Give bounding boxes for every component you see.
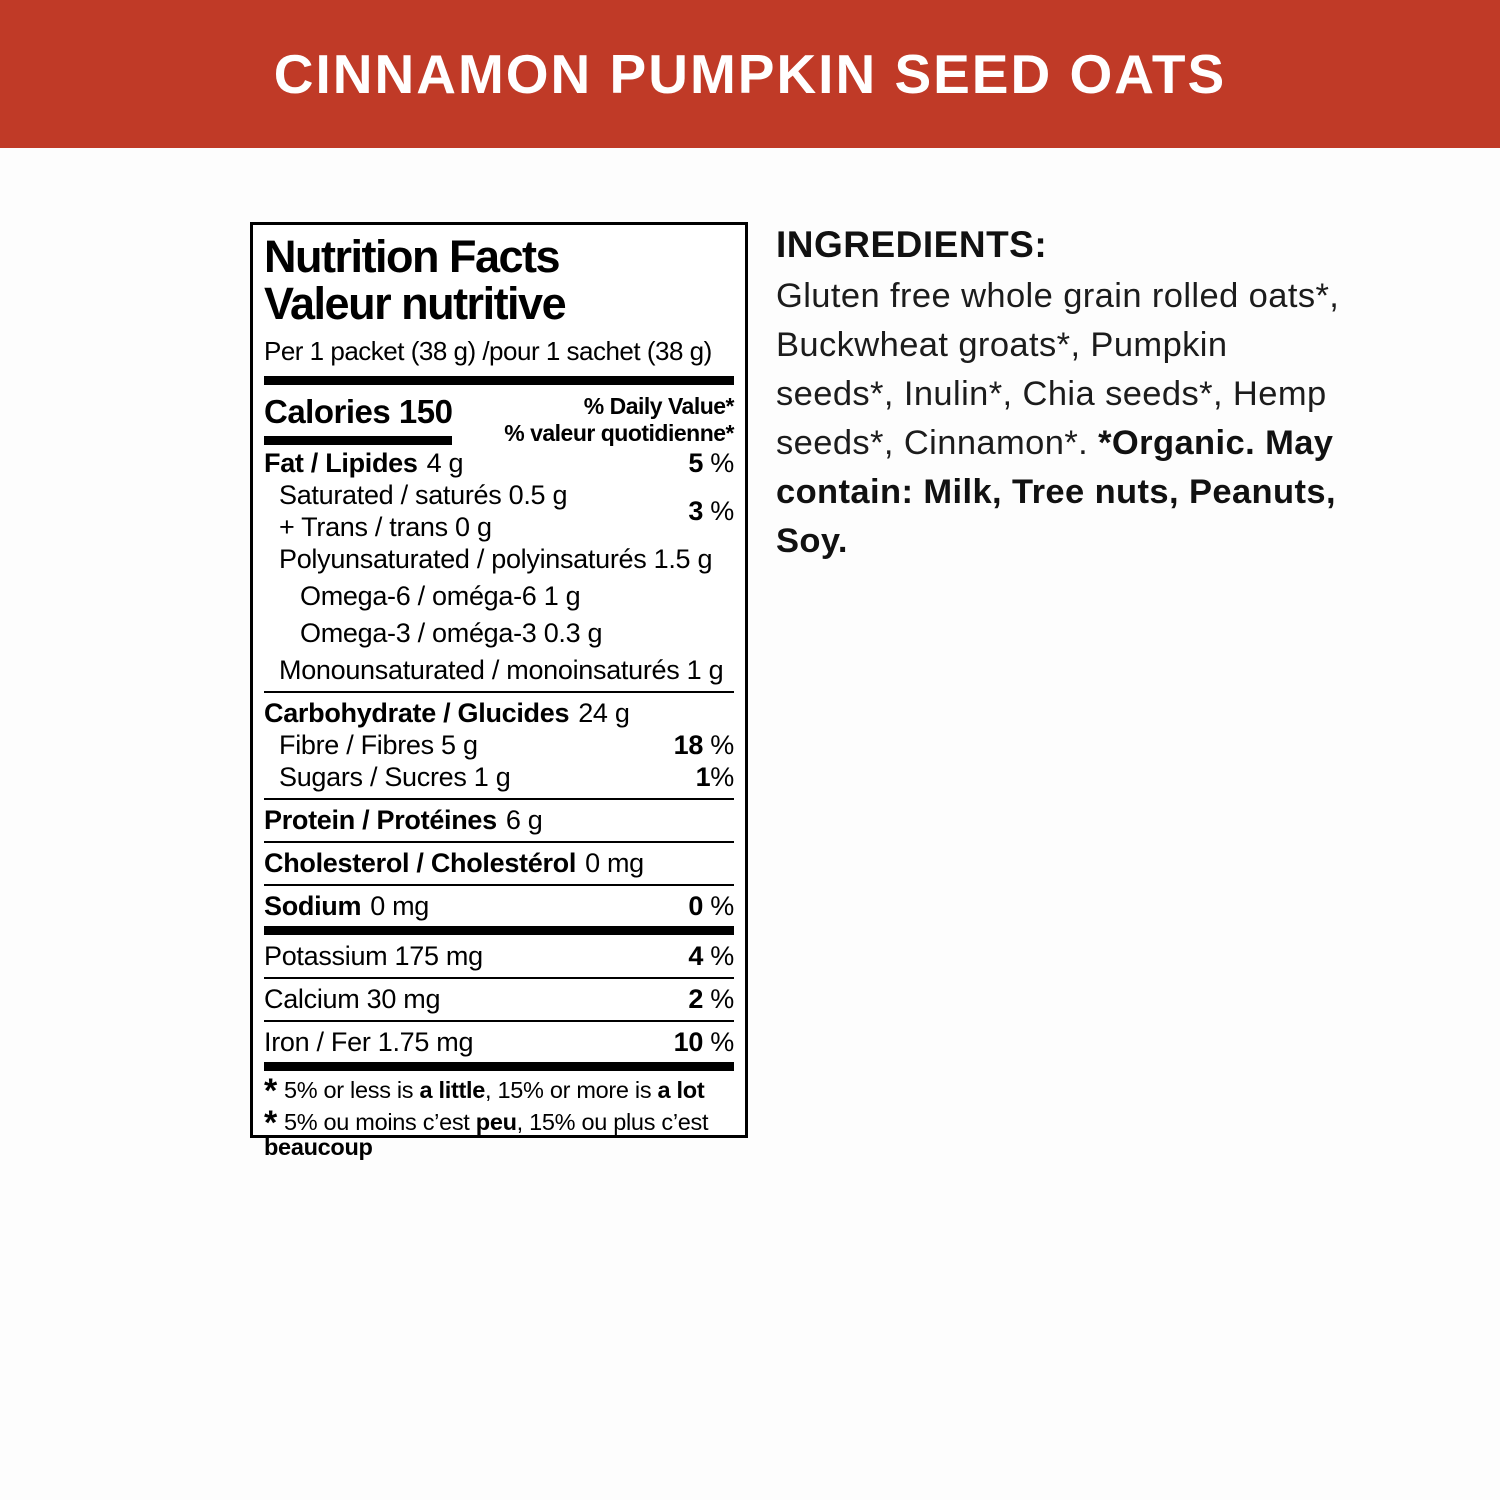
divider-thick-middle — [264, 926, 734, 936]
nutrient-row-polyunsaturated: Polyunsaturated / polyinsaturés 1.5 g — [279, 544, 713, 575]
nutrient-row-monounsaturated: Monounsaturated / monoinsaturés 1 g — [279, 655, 724, 686]
nutrient-row-omega6: Omega-6 / oméga-6 1 g — [300, 581, 581, 612]
sodium-percent: 0 % — [688, 891, 734, 922]
nutrient-row-saturated-trans: Saturated / saturés 0.5 g + Trans / tran… — [264, 479, 734, 543]
nutrient-row-fibre: Fibre / Fibres 5 g 18 % — [279, 730, 735, 761]
nutrient-row-cholesterol: Cholesterol / Cholestérol 0 mg — [264, 848, 644, 879]
nutrient-row-iron: Iron / Fer 1.75 mg 10 % — [264, 1027, 735, 1058]
nutrient-row-sugars: Sugars / Sucres 1 g 1% — [279, 762, 735, 793]
daily-value-header: % Daily Value* % valeur quotidienne* — [504, 393, 734, 447]
asterisk-icon: * — [264, 1104, 277, 1143]
daily-value-fr: % valeur quotidienne* — [504, 420, 734, 447]
ingredients-text: Gluten free whole grain rolled oats*, Bu… — [776, 277, 1340, 560]
calories-text: Calories 150 — [264, 393, 453, 431]
potassium-percent: 4 % — [688, 941, 734, 972]
footnote-fr: * 5% ou moins c’est peu, 15% ou plus c’es… — [264, 1104, 709, 1161]
divider-thick-top — [264, 376, 734, 386]
daily-value-en: % Daily Value* — [583, 393, 735, 420]
nft-title-en: Nutrition Facts — [264, 231, 561, 282]
fat-percent: 5 % — [688, 448, 734, 479]
product-title: CINNAMON PUMPKIN SEED OATS — [273, 43, 1227, 105]
divider-thin — [264, 1020, 734, 1023]
calories-underline — [264, 436, 453, 446]
divider-thin — [264, 798, 734, 801]
divider-thin — [264, 884, 734, 887]
nutrient-row-calcium: Calcium 30 mg 2 % — [264, 984, 734, 1015]
nutrient-row-sodium: Sodium 0 mg 0 % — [264, 891, 734, 922]
divider-thin — [264, 841, 734, 844]
ingredients-section: INGREDIENTS: Gluten free whole grain rol… — [776, 224, 1348, 566]
nutrient-row-protein: Protein / Protéines 6 g — [264, 805, 543, 836]
divider-thin — [264, 691, 734, 694]
iron-percent: 10 % — [673, 1027, 735, 1058]
saturated-trans-percent: 3 % — [688, 496, 734, 527]
divider-thin — [264, 977, 734, 980]
nutrient-row-fat: Fat / Lipides 4 g 5 % — [264, 448, 734, 479]
product-banner: CINNAMON PUMPKIN SEED OATS — [0, 0, 1500, 148]
divider-thick-bottom — [264, 1062, 734, 1072]
calories-row: Calories 150 % Daily Value* % valeur quo… — [264, 393, 734, 447]
nutrient-row-potassium: Potassium 175 mg 4 % — [264, 941, 734, 972]
asterisk-icon: * — [264, 1072, 277, 1111]
serving-size: Per 1 packet (38 g) /pour 1 sachet (38 g… — [264, 335, 712, 366]
calcium-percent: 2 % — [688, 984, 734, 1015]
ingredients-heading: INGREDIENTS: — [776, 224, 1048, 265]
fibre-percent: 18 % — [673, 730, 735, 761]
footnote-en: * 5% or less is a little, 15% or more is … — [264, 1072, 705, 1111]
sugars-percent: 1% — [695, 762, 735, 793]
nutrition-facts-label: Nutrition Facts Valeur nutritive Per 1 p… — [250, 222, 748, 1160]
calories-block: Calories 150 — [264, 393, 453, 446]
trans-fat: + Trans / trans 0 g — [279, 512, 492, 543]
saturated-fat: Saturated / saturés 0.5 g — [279, 480, 568, 511]
nutrient-row-omega3: Omega-3 / oméga-3 0.3 g — [300, 618, 603, 649]
nutrient-row-carbohydrate: Carbohydrate / Glucides 24 g — [264, 698, 630, 729]
nft-title-fr: Valeur nutritive — [264, 278, 567, 330]
